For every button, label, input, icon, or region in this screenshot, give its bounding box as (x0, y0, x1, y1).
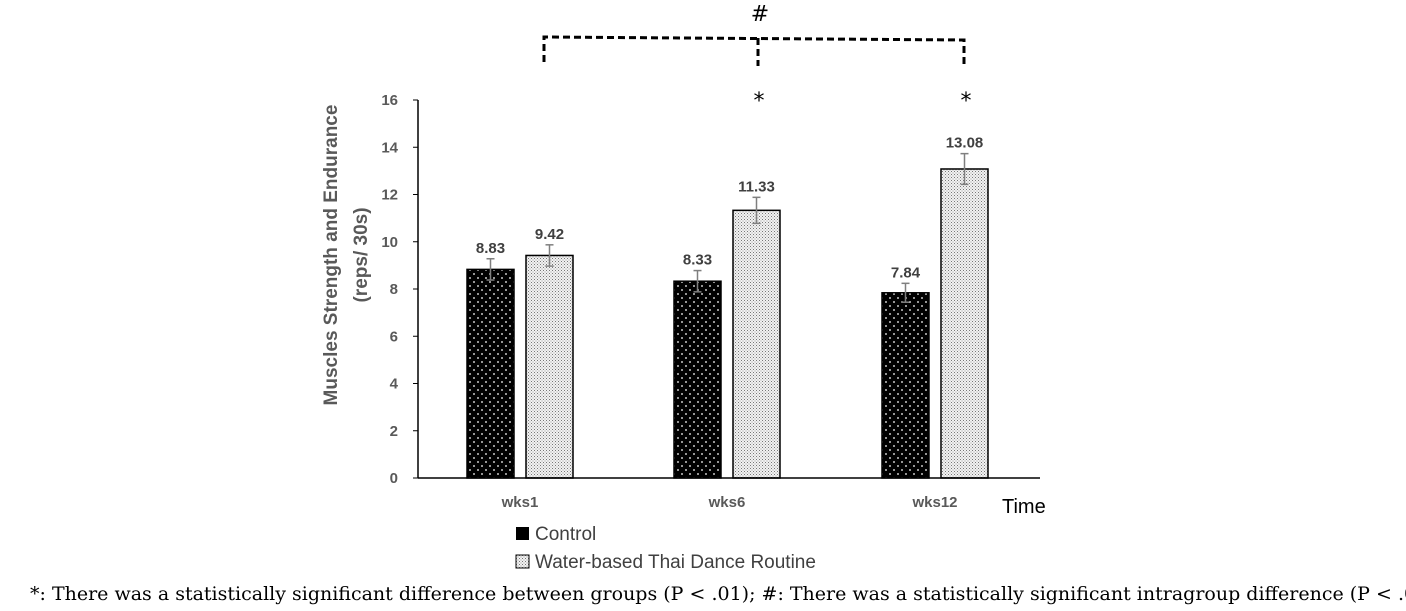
data-label: 13.08 (946, 135, 984, 152)
intragroup-bracket (542, 35, 966, 66)
data-label: 9.42 (535, 226, 564, 243)
y-tick-label: 0 (390, 470, 398, 487)
bar-dance-wks1 (525, 254, 574, 479)
legend-label-control: Control (535, 524, 596, 545)
y-tick-label: 6 (390, 328, 398, 345)
y-tick-label: 14 (381, 139, 398, 156)
y-tick-label: 2 (390, 423, 398, 440)
y-tick-label: 12 (381, 187, 398, 204)
data-label: 7.84 (891, 264, 921, 281)
y-tick-label: 10 (381, 234, 398, 251)
data-label: 8.83 (476, 240, 505, 257)
x-category-label: wks6 (708, 494, 746, 511)
intragroup-mark: # (751, 2, 769, 27)
y-tick-label: 4 (390, 376, 399, 393)
y-axis: 0 2 4 6 8 10 12 14 16 (381, 92, 418, 487)
bar-control-wks12 (881, 292, 930, 479)
x-axis-title: Time (1002, 496, 1046, 518)
legend-swatch-dance (515, 554, 530, 569)
legend-label-dance: Water-based Thai Dance Routine (535, 552, 816, 573)
between-groups-mark: * (754, 89, 765, 114)
y-axis-title: Muscles Strength and Endurance (reps/ 30… (321, 105, 372, 406)
footnote: *: There was a statistically significant… (30, 583, 1406, 605)
data-label: 8.33 (683, 252, 712, 269)
bar-control-wks6 (673, 280, 722, 479)
x-category-label: wks12 (911, 494, 957, 511)
data-label: 11.33 (738, 178, 775, 195)
bars: 8.83 8.33 7.84 9.42 11.33 13.08 wks1 wks6 wks12 (466, 135, 989, 511)
bar-control-wks1 (466, 268, 515, 479)
bracket-line (542, 35, 966, 66)
legend-swatch-control (516, 527, 529, 540)
x-category-label: wks1 (501, 494, 539, 511)
y-axis-title-line1: Muscles Strength and Endurance (321, 105, 342, 406)
y-tick-label: 16 (381, 92, 398, 109)
y-tick-label: 8 (390, 281, 398, 298)
legend: Control Water-based Thai Dance Routine (515, 524, 816, 573)
y-axis-title-line2: (reps/ 30s) (351, 207, 372, 302)
bar-dance-wks12 (940, 168, 989, 479)
bar-dance-wks6 (732, 209, 781, 479)
between-groups-mark: * (961, 89, 972, 114)
